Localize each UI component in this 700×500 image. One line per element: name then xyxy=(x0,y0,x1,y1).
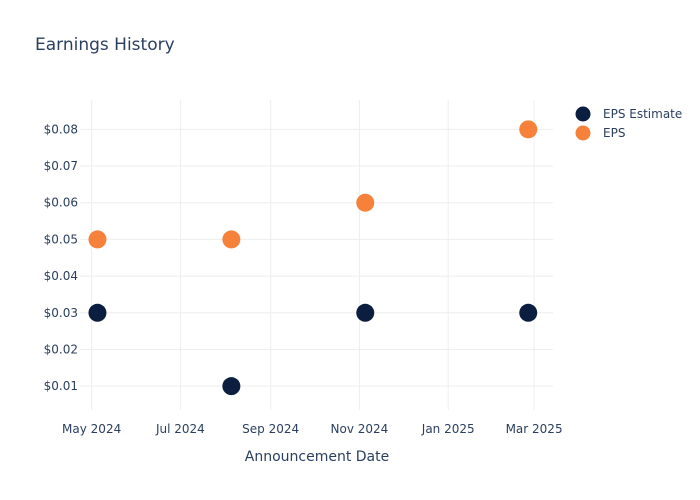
legend-marker-eps-estimate xyxy=(575,106,591,122)
y-tick-label: $0.03 xyxy=(44,306,78,320)
eps-point xyxy=(222,230,241,249)
eps-estimate-point xyxy=(222,377,241,396)
y-tick-labels: $0.01 $0.02 $0.03 $0.04 $0.05 $0.06 $0.07 $0.08 xyxy=(44,122,78,393)
y-tick-label: $0.04 xyxy=(44,269,78,283)
y-tick-label: $0.02 xyxy=(44,342,78,356)
x-axis-title: Announcement Date xyxy=(245,449,389,465)
eps-estimate-point xyxy=(356,303,375,322)
eps-point xyxy=(356,193,375,212)
eps-point xyxy=(519,120,538,139)
x-tick-label: May 2024 xyxy=(62,422,121,436)
y-tick-label: $0.01 xyxy=(44,379,78,393)
legend: EPS Estimate EPS xyxy=(575,106,682,141)
legend-marker-eps xyxy=(575,125,591,141)
eps-estimate-point xyxy=(519,303,538,322)
eps-point xyxy=(88,230,107,249)
y-tick-label: $0.07 xyxy=(44,159,78,173)
legend-label-eps-estimate: EPS Estimate xyxy=(603,107,682,121)
chart-title: Earnings History xyxy=(35,35,175,55)
grid-layer xyxy=(80,100,553,410)
x-tick-label: Jan 2025 xyxy=(421,422,475,436)
y-tick-label: $0.06 xyxy=(44,196,78,210)
x-tick-label: Nov 2024 xyxy=(331,422,389,436)
eps-estimate-point xyxy=(88,303,107,322)
y-tick-label: $0.05 xyxy=(44,232,78,246)
x-tick-label: Jul 2024 xyxy=(155,422,205,436)
x-tick-label: Mar 2025 xyxy=(506,422,563,436)
x-tick-labels: May 2024 Jul 2024 Sep 2024 Nov 2024 Jan 2025… xyxy=(62,422,563,436)
y-tick-label: $0.08 xyxy=(44,122,78,136)
x-tick-label: Sep 2024 xyxy=(242,422,299,436)
data-points xyxy=(88,120,538,396)
legend-label-eps: EPS xyxy=(603,126,625,140)
